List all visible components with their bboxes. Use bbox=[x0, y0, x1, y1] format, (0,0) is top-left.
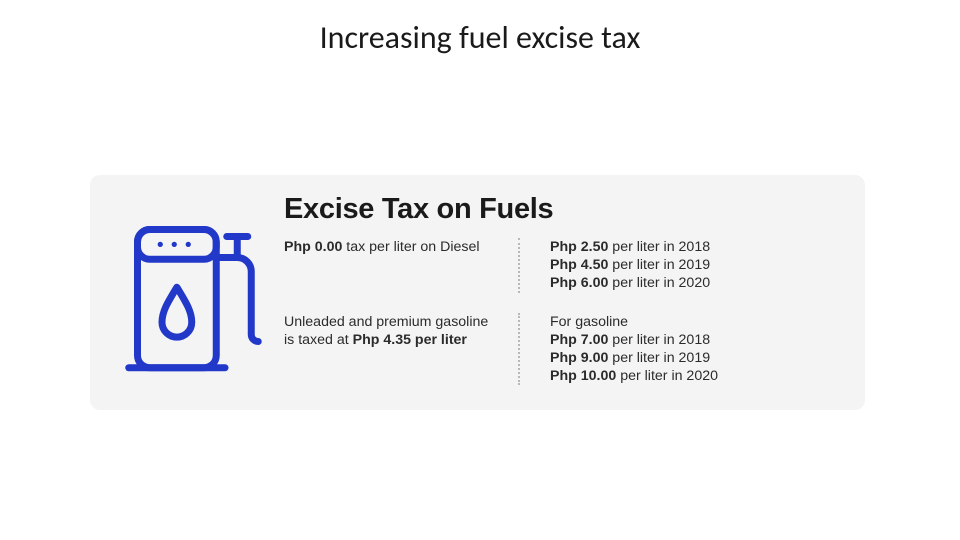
vertical-divider bbox=[518, 238, 532, 293]
diesel-proj-0-rest: per liter in 2018 bbox=[608, 239, 710, 255]
gasoline-proj-label: For gasoline bbox=[550, 313, 841, 331]
gas-proj-1-amount: Php 9.00 bbox=[550, 350, 608, 366]
diesel-proj-2-rest: per liter in 2020 bbox=[608, 275, 710, 291]
vertical-divider bbox=[518, 313, 532, 386]
panel-content: Excise Tax on Fuels Php 0.00 tax per lit… bbox=[278, 193, 841, 392]
diesel-current: Php 0.00 tax per liter on Diesel bbox=[284, 238, 504, 293]
diesel-current-rest: tax per liter on Diesel bbox=[342, 239, 479, 255]
panel-heading: Excise Tax on Fuels bbox=[284, 193, 841, 226]
gasoline-current: Unleaded and premium gasoline is taxed a… bbox=[284, 313, 504, 386]
data-grid: Php 0.00 tax per liter on Diesel Php 2.5… bbox=[284, 238, 841, 385]
gasoline-current-amount: Php 4.35 per liter bbox=[353, 332, 467, 348]
fuel-pump-icon bbox=[108, 193, 278, 392]
diesel-proj-0-amount: Php 2.50 bbox=[550, 239, 608, 255]
gas-proj-2-amount: Php 10.00 bbox=[550, 368, 616, 384]
diesel-projections: Php 2.50 per liter in 2018 Php 4.50 per … bbox=[546, 238, 841, 293]
gasoline-projections: For gasoline Php 7.00 per liter in 2018 … bbox=[546, 313, 841, 386]
gas-proj-2-rest: per liter in 2020 bbox=[616, 368, 718, 384]
diesel-proj-1-rest: per liter in 2019 bbox=[608, 257, 710, 273]
diesel-proj-2-amount: Php 6.00 bbox=[550, 275, 608, 291]
gas-proj-0-rest: per liter in 2018 bbox=[608, 332, 710, 348]
diesel-current-amount: Php 0.00 bbox=[284, 239, 342, 255]
slide-title: Increasing fuel excise tax bbox=[0, 18, 960, 57]
diesel-proj-1-amount: Php 4.50 bbox=[550, 257, 608, 273]
info-panel: Excise Tax on Fuels Php 0.00 tax per lit… bbox=[90, 175, 865, 410]
gas-proj-0-amount: Php 7.00 bbox=[550, 332, 608, 348]
gas-proj-1-rest: per liter in 2019 bbox=[608, 350, 710, 366]
